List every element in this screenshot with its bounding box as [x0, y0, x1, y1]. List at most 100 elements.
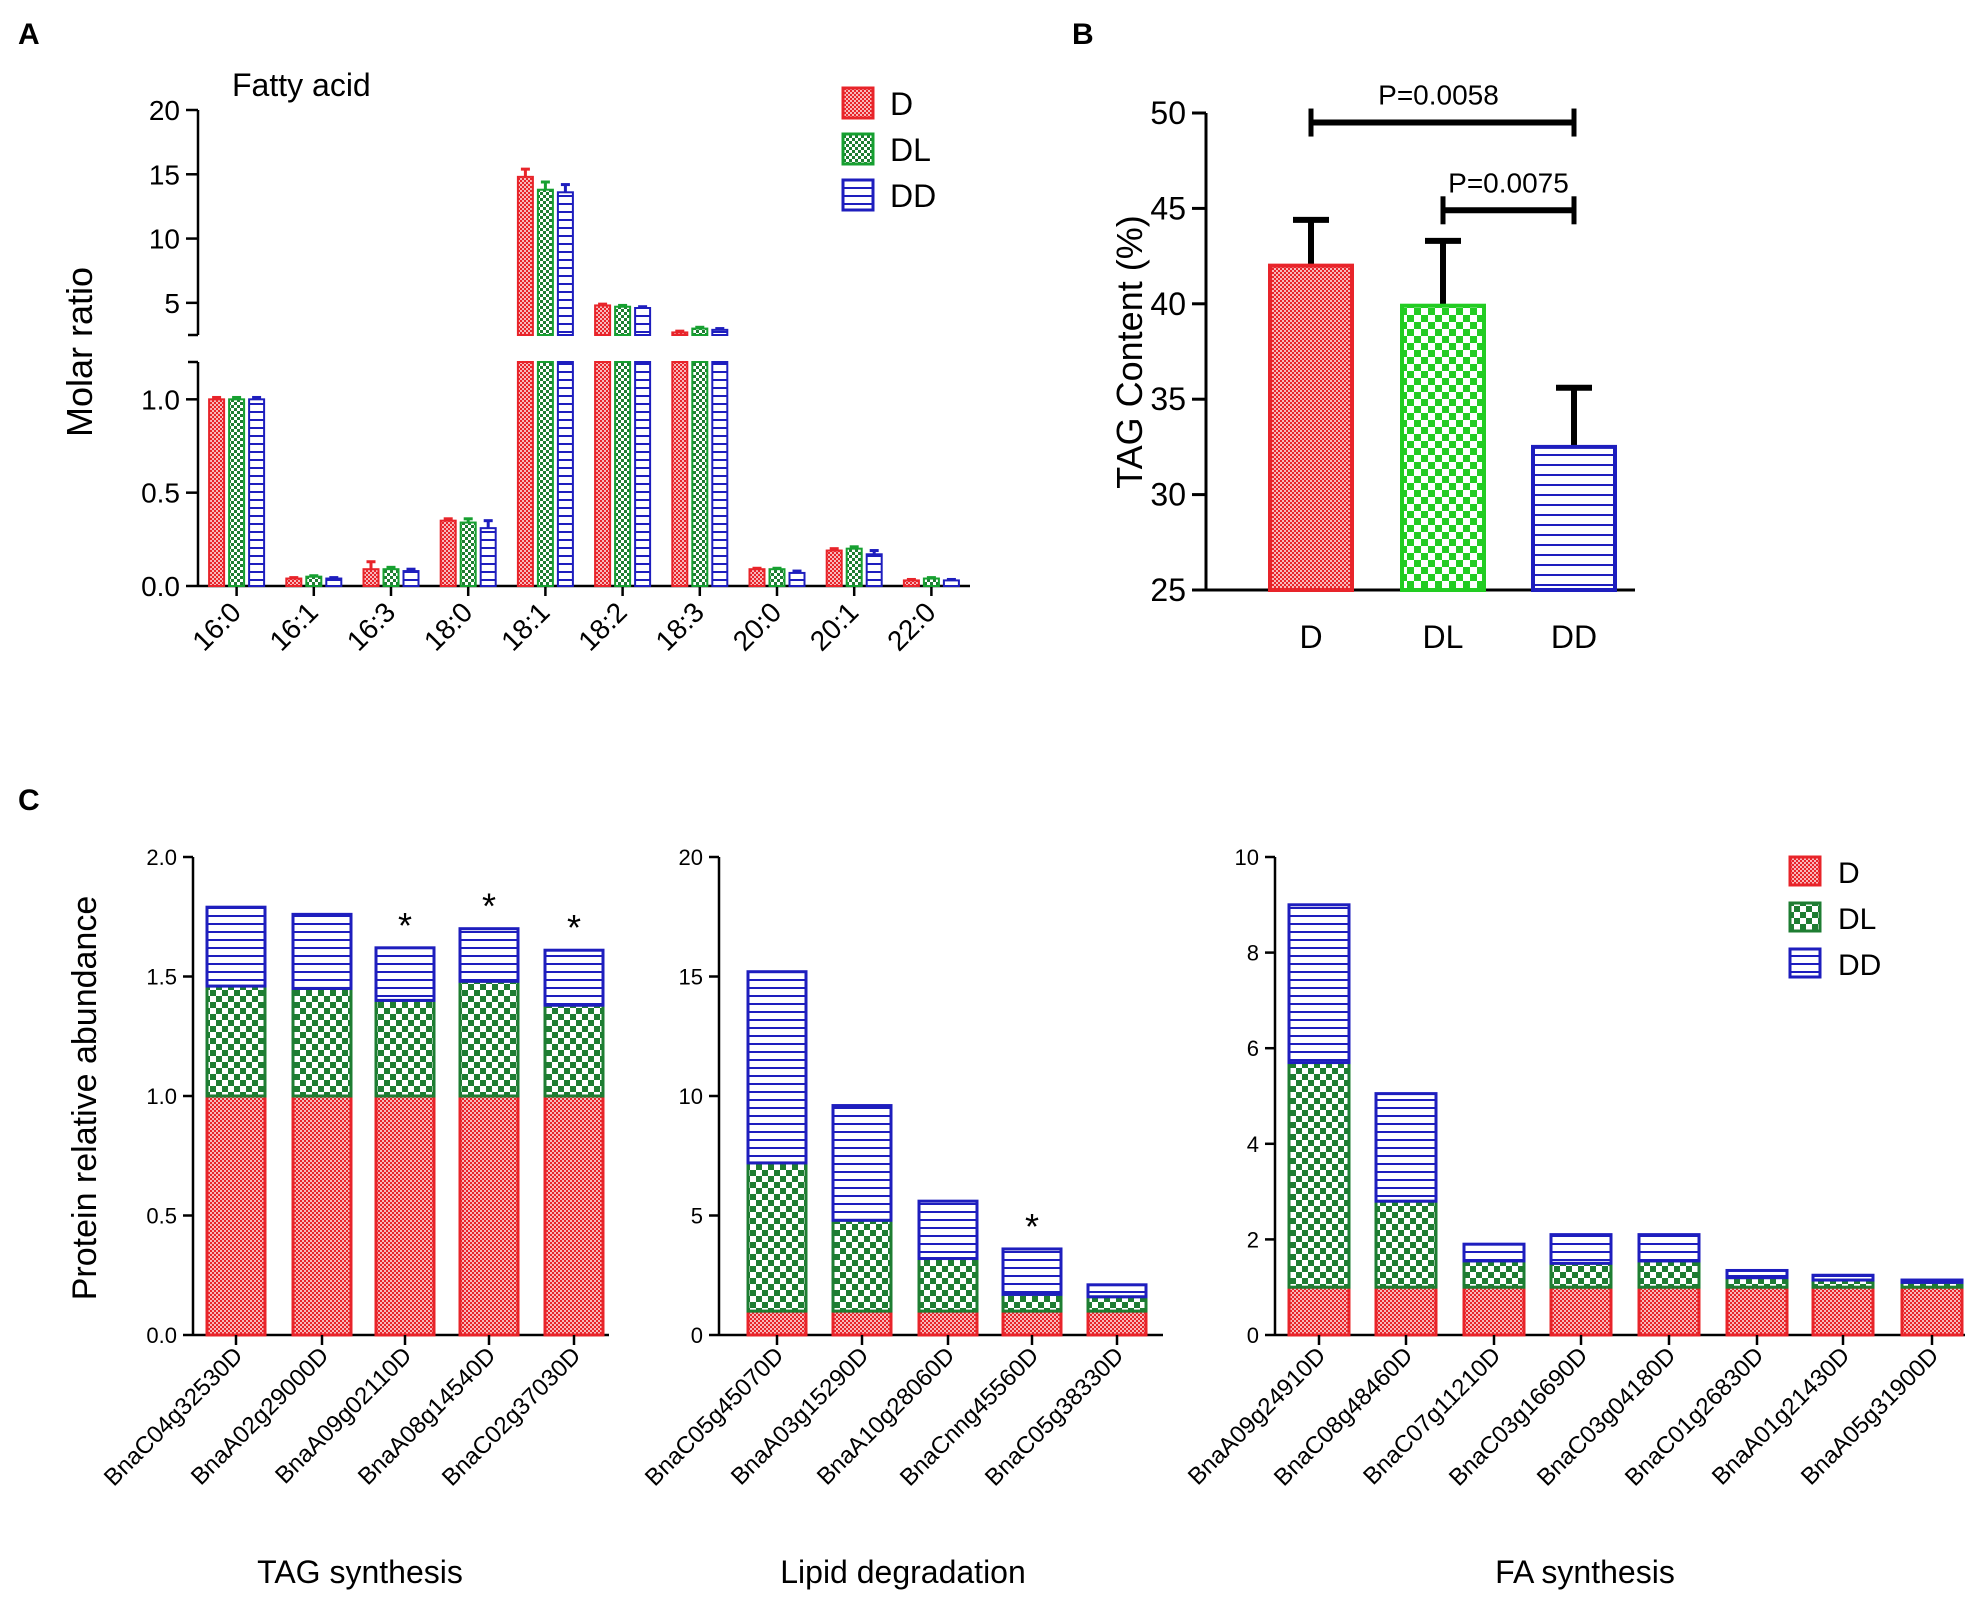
- panel-a-bar-D-upper: [516, 175, 534, 336]
- panel-c-y-tick-label: 8: [1247, 941, 1259, 966]
- panel-c-y-tick-label: 20: [679, 845, 703, 870]
- panel-a-bar-DL: [305, 575, 323, 588]
- panel-letter-c: C: [18, 784, 40, 817]
- panel-c-stack-segment-D: [1637, 1285, 1701, 1337]
- panel-c-y-tick-label: 2: [1247, 1227, 1259, 1252]
- panel-c-stack-segment-DD: [917, 1199, 979, 1261]
- panel-c-y-tick-label: 0.0: [146, 1323, 177, 1348]
- panel-a-bar-D: [825, 549, 843, 587]
- panel-c-stack-segment-D: [831, 1309, 893, 1337]
- panel-c-legend-swatch-DL: [1788, 901, 1822, 933]
- panel-a-x-tick-label: 20:1: [804, 596, 864, 656]
- panel-c-stack-segment-D: [205, 1094, 267, 1337]
- panel-b-x-tick-label: DD: [1551, 619, 1597, 655]
- panel-c-group-label: FA synthesis: [1495, 1554, 1675, 1590]
- panel-a-title: Fatty acid: [232, 67, 371, 103]
- panel-a-bar-DL-lower: [536, 361, 554, 587]
- panel-c-stack-segment-D: [291, 1094, 353, 1337]
- panel-c-stack-segment-D: [1374, 1285, 1438, 1337]
- panel-a-x-tick-label: 16:3: [341, 596, 401, 656]
- panel-c-stack-segment-D: [1900, 1285, 1964, 1337]
- panel-a-bar-D-lower: [516, 361, 534, 587]
- panel-a-bar-DL: [459, 521, 477, 587]
- panel-a-bar-D: [902, 579, 920, 588]
- panel-c-stack-segment-D: [1811, 1285, 1875, 1337]
- panel-c-stack-segment-DD: [1725, 1268, 1789, 1280]
- panel-c-y-tick-label: 1.5: [146, 965, 177, 990]
- panel-c-y-axis-label: Protein relative abundance: [66, 896, 104, 1301]
- panel-a-x-tick-label: 18:1: [495, 596, 555, 656]
- panel-c-stack-segment-DD: [746, 970, 808, 1165]
- panel-b-p-value: P=0.0075: [1448, 167, 1569, 198]
- panel-b-y-tick-label: 45: [1150, 190, 1186, 226]
- panel-c-x-tick-label: BnaCnng45560D: [895, 1342, 1044, 1491]
- panel-c-y-tick-label: 10: [679, 1084, 703, 1109]
- panel-a-bar-DL-upper: [691, 327, 709, 337]
- panel-b-p-value: P=0.0058: [1378, 80, 1499, 111]
- panel-a-legend-swatch-D: [841, 86, 875, 120]
- panel-a-legend-swatch-DL: [841, 132, 875, 166]
- panel-c-stack-segment-DL: [746, 1161, 808, 1313]
- panel-b-x-tick-label: DL: [1423, 619, 1464, 655]
- panel-c-stack-segment-DD: [1374, 1092, 1438, 1203]
- panel-c-stack-segment-D: [746, 1309, 808, 1337]
- panel-c-stack-segment-D: [1001, 1309, 1063, 1337]
- panel-c-y-tick-label: 0: [1247, 1323, 1259, 1348]
- panel-c-stack-segment-DL: [458, 979, 520, 1098]
- panel-a-y-tick-label: 1.0: [141, 384, 180, 415]
- panel-c-y-tick-label: 4: [1247, 1132, 1259, 1157]
- panel-c-stack-segment-DD: [1462, 1242, 1526, 1263]
- panel-c-stack-segment-DD: [1001, 1247, 1063, 1296]
- panel-c-stack-segment-DL: [1549, 1261, 1613, 1289]
- panel-c-stack-segment-DD: [1086, 1283, 1148, 1299]
- panel-c-stack-segment-DL: [917, 1257, 979, 1313]
- panel-letter-b: B: [1072, 18, 1094, 51]
- panel-c-significance-star: *: [567, 907, 581, 948]
- panel-c-stack-segment-DD: [1900, 1278, 1964, 1284]
- panel-a-bar-D: [362, 568, 380, 588]
- panel-a-legend-label-DL: DL: [890, 132, 931, 168]
- panel-c-stack-segment-D: [458, 1094, 520, 1337]
- panel-c-y-tick-label: 5: [691, 1204, 703, 1229]
- panel-a-y-tick-label: 20: [149, 95, 180, 126]
- panel-a-y-tick-label: 0.5: [141, 478, 180, 509]
- panel-c-stack-segment-D: [1549, 1285, 1613, 1337]
- panel-a-bar-DL: [228, 398, 246, 588]
- panel-c-stack-segment-DD: [205, 905, 267, 988]
- panel-b-x-tick-label: D: [1299, 619, 1322, 655]
- panel-a-y-tick-label: 10: [149, 224, 180, 255]
- panel-c-protein-abundance-charts: Protein relative abundance 0.0 0.5 1.0 1.5 2…: [66, 845, 1965, 1590]
- panel-c-stack-segment-DL: [374, 998, 436, 1098]
- panel-c-stack-segment-DD: [291, 912, 353, 990]
- panel-b-y-tick-label: 50: [1150, 95, 1186, 131]
- panel-c-group-label: Lipid degradation: [780, 1554, 1026, 1590]
- panel-a-bar-DL: [922, 577, 940, 587]
- panel-letter-a: A: [18, 18, 40, 51]
- panel-c-legend-label-DL: DL: [1838, 903, 1876, 936]
- panel-c-y-tick-label: 15: [679, 965, 703, 990]
- panel-c-stack-segment-D: [917, 1309, 979, 1337]
- panel-a-x-tick-label: 20:0: [727, 596, 787, 656]
- panel-b-bar-D: [1268, 263, 1354, 592]
- panel-c-significance-star: *: [1025, 1206, 1039, 1247]
- panel-a-bar-D: [748, 568, 766, 588]
- panel-c-stack-segment-DL: [1086, 1295, 1148, 1313]
- panel-c-stack-segment-D: [374, 1094, 436, 1337]
- panel-a-bar-DD: [325, 577, 343, 587]
- panel-c-stack-segment-DD: [374, 946, 436, 1002]
- panel-a-legend-label-DD: DD: [890, 178, 936, 214]
- panel-c-stack-segment-D: [1725, 1285, 1789, 1337]
- panel-a-bar-DL: [845, 547, 863, 588]
- panel-c-significance-star: *: [482, 886, 496, 927]
- panel-b-y-axis-label: TAG Content (%): [1109, 215, 1150, 488]
- panel-c-stack-segment-DL: [1637, 1259, 1701, 1289]
- panel-c-legend-label-DD: DD: [1838, 949, 1881, 982]
- panel-a-bar-DD-lower: [711, 361, 729, 587]
- panel-b-tag-content-chart: TAG Content (%) 25 30 35 40 45 50 D DL DD P=0.00…: [1109, 80, 1635, 655]
- panel-a-bar-DL-lower: [691, 361, 709, 587]
- panel-c-stack-segment-DD: [1287, 903, 1351, 1065]
- panel-a-y-tick-label: 5: [164, 288, 180, 319]
- panel-a-bar-DD: [402, 570, 420, 587]
- panel-a-bar-D-upper: [671, 331, 689, 336]
